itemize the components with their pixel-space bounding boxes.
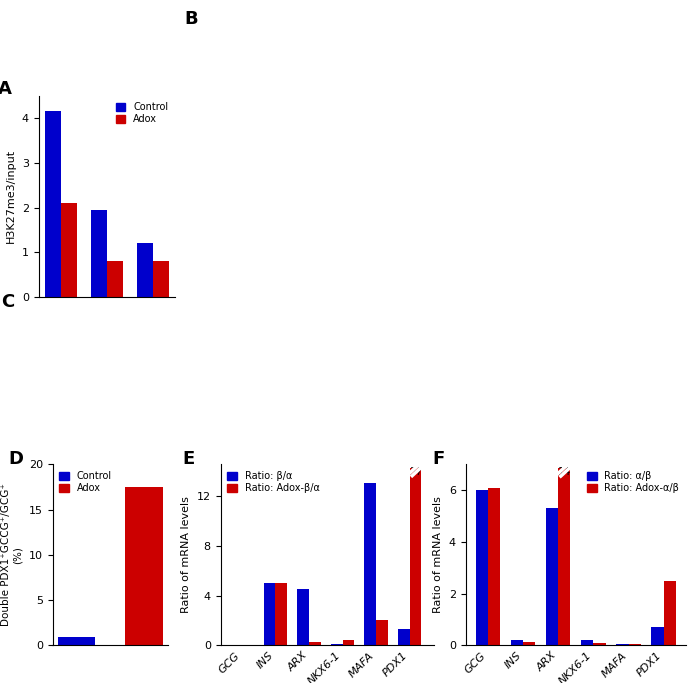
Bar — [398, 629, 409, 645]
Bar — [125, 487, 162, 645]
Y-axis label: Ratio of mRNA levels: Ratio of mRNA levels — [181, 497, 191, 613]
Text: D: D — [8, 450, 24, 468]
Text: A: A — [0, 79, 11, 98]
Bar — [410, 468, 421, 645]
Bar — [276, 583, 287, 645]
Bar — [616, 644, 629, 645]
Y-axis label: Double PDX1⁺GCCG⁺/GCG⁺
(%): Double PDX1⁺GCCG⁺/GCG⁺ (%) — [1, 484, 23, 626]
Legend: Ratio: β/α, Ratio: Adox-β/α: Ratio: β/α, Ratio: Adox-β/α — [225, 469, 321, 495]
Bar — [57, 637, 95, 645]
Bar — [581, 640, 594, 645]
Bar — [61, 203, 77, 297]
Bar — [107, 262, 122, 297]
Bar — [594, 643, 606, 645]
Bar — [365, 483, 376, 645]
Bar — [153, 262, 169, 297]
Bar — [558, 469, 570, 645]
Bar — [309, 642, 321, 645]
Text: F: F — [433, 450, 445, 468]
Legend: Control, Adox: Control, Adox — [113, 100, 170, 126]
Bar — [523, 641, 536, 645]
Bar — [376, 620, 388, 645]
Legend: Control, Adox: Control, Adox — [57, 469, 114, 495]
Bar — [546, 508, 558, 645]
Bar — [475, 490, 488, 645]
Legend: Ratio: α/β, Ratio: Adox-α/β: Ratio: α/β, Ratio: Adox-α/β — [585, 469, 681, 495]
Bar — [511, 640, 523, 645]
Bar — [298, 589, 309, 645]
Y-axis label: Ratio of mRNA levels: Ratio of mRNA levels — [433, 497, 443, 613]
Bar — [629, 644, 640, 645]
Bar — [664, 581, 676, 645]
Y-axis label: H3K27me3/input: H3K27me3/input — [6, 150, 16, 243]
Bar — [264, 583, 276, 645]
Bar — [488, 488, 500, 645]
Bar — [136, 243, 153, 297]
Text: 37: 37 — [409, 467, 422, 477]
Text: C: C — [1, 293, 15, 311]
Text: 14: 14 — [558, 467, 571, 477]
Bar — [331, 644, 342, 645]
Bar — [342, 641, 354, 645]
Text: E: E — [182, 450, 195, 468]
Bar — [652, 627, 664, 645]
Bar — [45, 111, 61, 297]
Text: B: B — [184, 10, 197, 28]
Bar — [91, 210, 107, 297]
